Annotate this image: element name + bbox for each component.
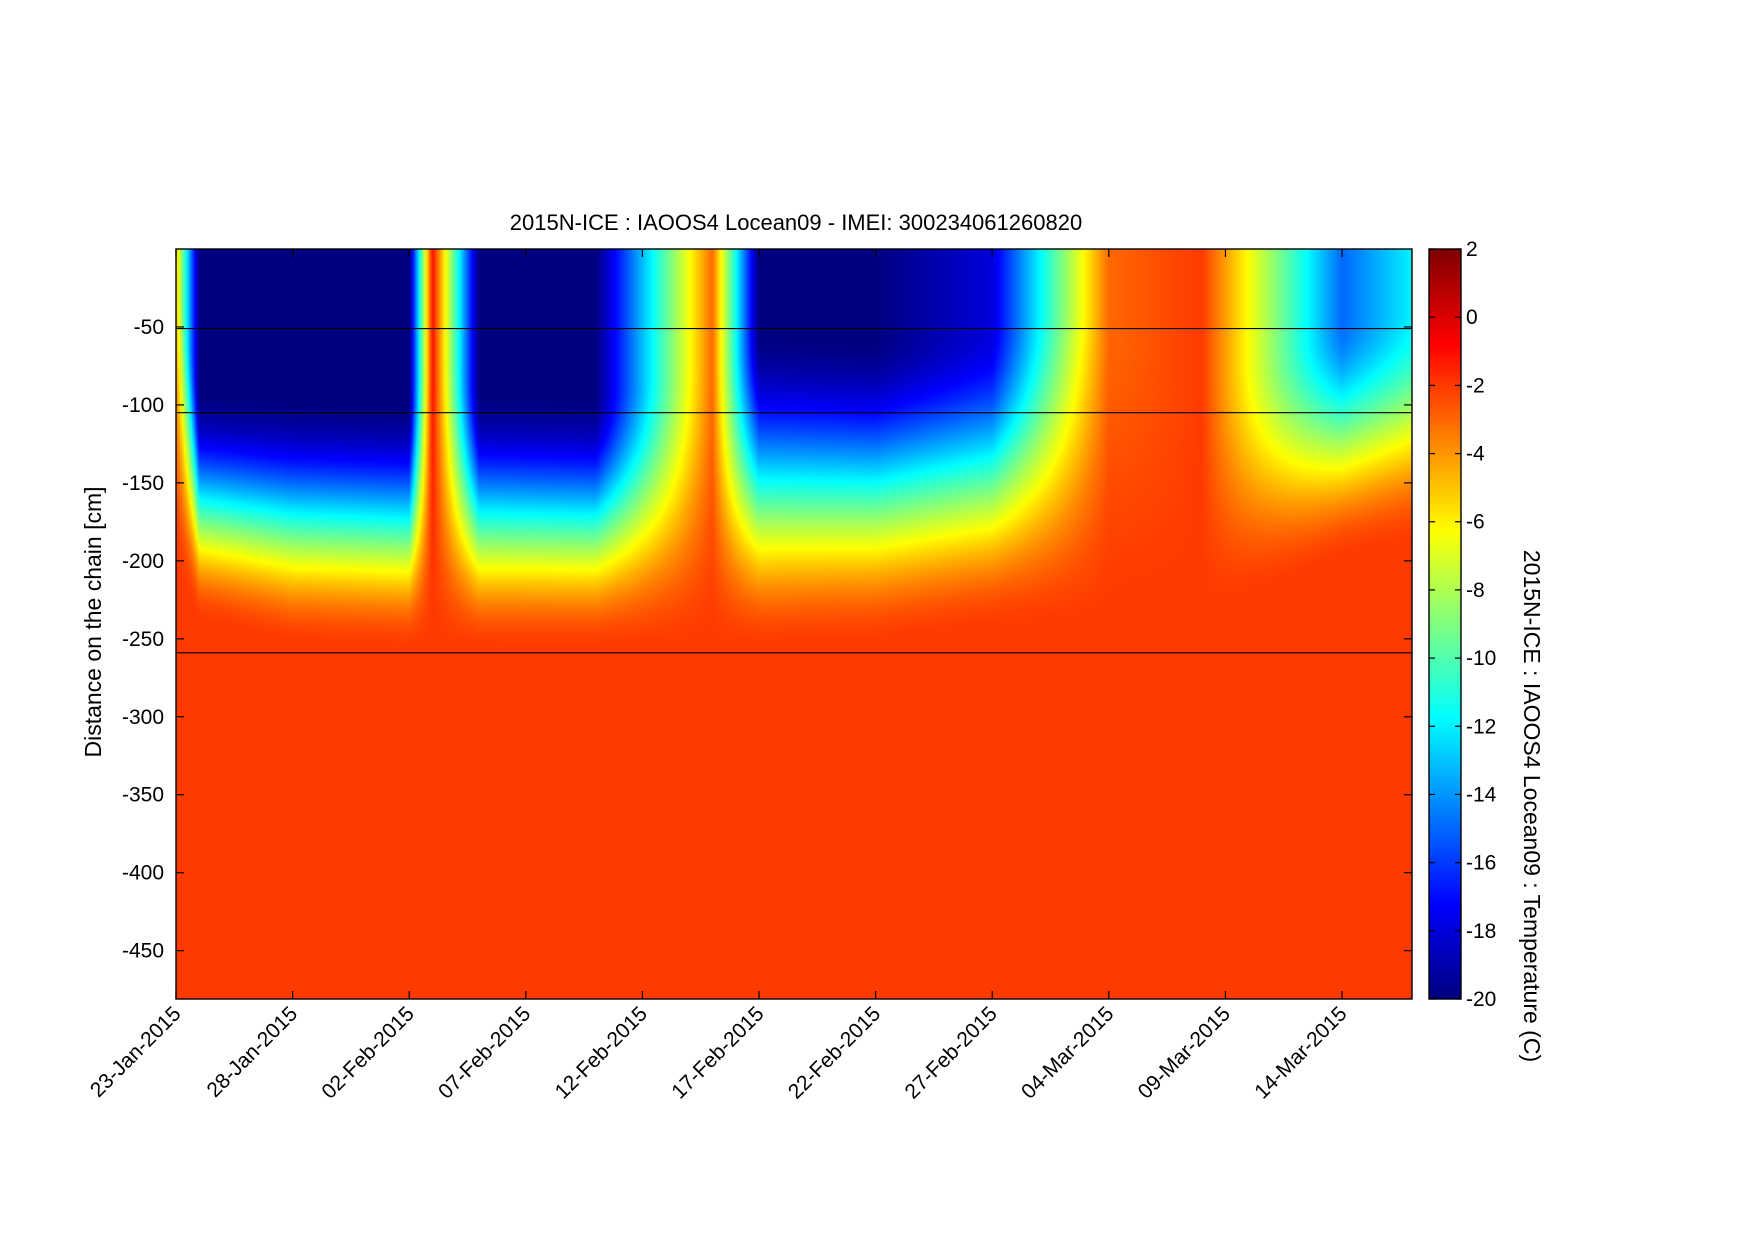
- colorbar-tick-label: -18: [1466, 920, 1496, 943]
- colorbar-tick-label: -2: [1466, 374, 1485, 397]
- x-tick-label: 07-Feb-2015: [434, 1002, 535, 1103]
- x-tick-label: 17-Feb-2015: [667, 1002, 768, 1103]
- x-tick-label: 27-Feb-2015: [900, 1002, 1001, 1103]
- colorbar-tick-label: 2: [1466, 238, 1478, 261]
- y-tick-label: -400: [122, 862, 164, 885]
- x-tick-label: 22-Feb-2015: [784, 1002, 885, 1103]
- plot-frame: [175, 248, 1413, 1000]
- y-tick-label: -200: [122, 550, 164, 573]
- colorbar-tick-label: -4: [1466, 443, 1485, 466]
- x-tick-label: 02-Feb-2015: [317, 1002, 418, 1103]
- temperature-heatmap: [176, 249, 1412, 999]
- y-tick-label: -300: [122, 706, 164, 729]
- y-tick-label: -100: [122, 394, 164, 417]
- x-tick-label: 28-Jan-2015: [202, 1002, 302, 1102]
- colorbar: 2 0 -2 -4 -6 -8 -10 -12 -14 -16 -18 -20: [1428, 238, 1497, 1011]
- x-tick-label: 04-Mar-2015: [1017, 1002, 1118, 1103]
- colorbar-tick-label: -20: [1466, 988, 1496, 1011]
- y-tick-label: -450: [122, 940, 164, 963]
- x-tick-label: 09-Mar-2015: [1134, 1002, 1235, 1103]
- y-axis-label: Distance on the chain [cm]: [80, 486, 106, 757]
- x-tick-label: 14-Mar-2015: [1250, 1002, 1351, 1103]
- colorbar-tick-label: -10: [1466, 647, 1496, 670]
- colorbar-label: 2015N-ICE : IAOOS4 Locean09 : Temperatur…: [1519, 550, 1545, 1062]
- colorbar-gradient: [1429, 249, 1461, 999]
- colorbar-tick-label: -6: [1466, 511, 1485, 534]
- y-tick-label: -250: [122, 628, 164, 651]
- colorbar-frame: [1428, 248, 1462, 1000]
- y-axis: -50 -100 -150 -200 -250 -300 -350 -400 -450: [122, 316, 1412, 963]
- colorbar-tick-label: -12: [1466, 715, 1496, 738]
- x-tick-label: 23-Jan-2015: [86, 1002, 186, 1102]
- y-tick-label: -50: [134, 316, 164, 339]
- reference-lines: [176, 327, 1412, 654]
- y-tick-label: -150: [122, 472, 164, 495]
- y-tick-label: -350: [122, 784, 164, 807]
- colorbar-tick-label: -8: [1466, 579, 1485, 602]
- colorbar-tick-label: 0: [1466, 306, 1478, 329]
- heatmap-area: [175, 248, 1413, 1000]
- chart-title: 2015N-ICE : IAOOS4 Locean09 - IMEI: 3002…: [510, 210, 1082, 235]
- x-tick-label: 12-Feb-2015: [551, 1002, 652, 1103]
- colorbar-axis: 2 0 -2 -4 -6 -8 -10 -12 -14 -16 -18 -20: [1429, 238, 1497, 1011]
- colorbar-tick-label: -16: [1466, 852, 1496, 875]
- colorbar-tick-label: -14: [1466, 783, 1497, 806]
